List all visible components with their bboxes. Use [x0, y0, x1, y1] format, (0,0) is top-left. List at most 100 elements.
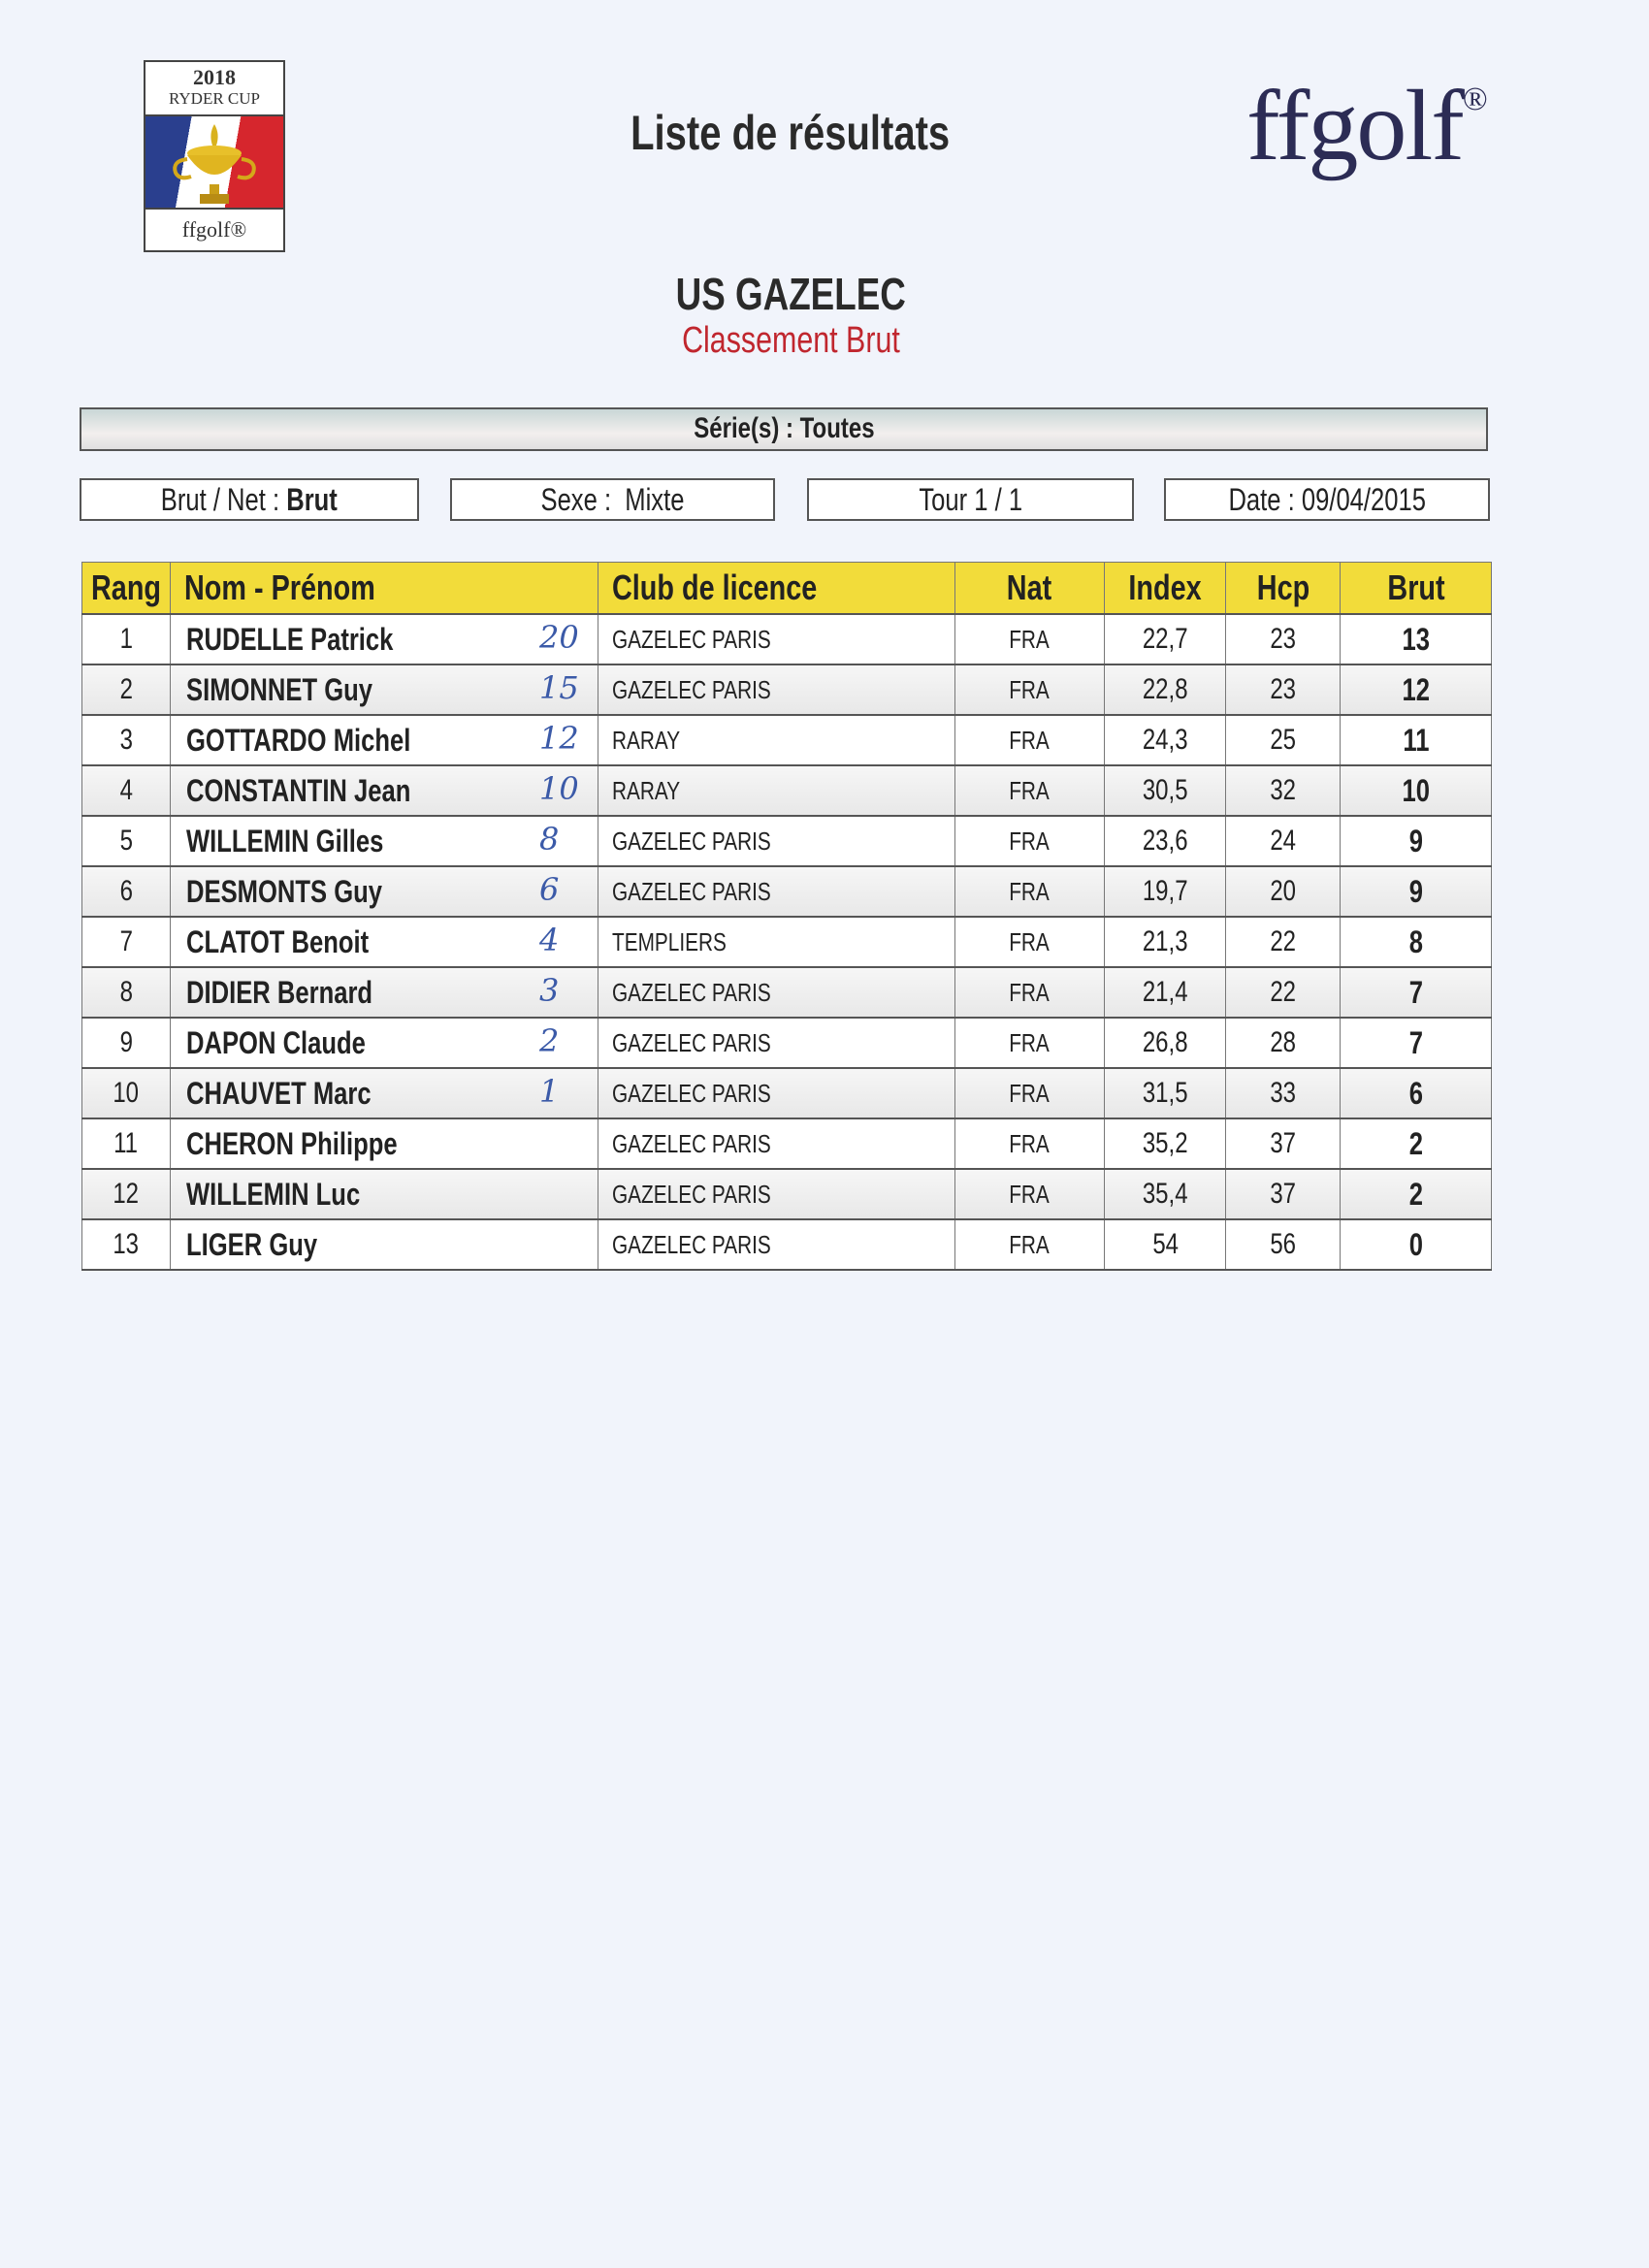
- tour-box: Tour 1 / 1: [807, 478, 1134, 521]
- cell-nat: FRA: [954, 1168, 1106, 1220]
- cell-hcp: 32: [1225, 764, 1342, 817]
- cell-index: 22,7: [1104, 613, 1227, 665]
- cell-hcp: 22: [1225, 966, 1342, 1019]
- cell-rang: 10: [81, 1067, 171, 1119]
- cell-rang: 1: [81, 613, 171, 665]
- cell-club: GAZELEC PARIS: [597, 1017, 955, 1069]
- cell-hcp: 37: [1225, 1168, 1342, 1220]
- cell-nom: CHAUVET Marc 1: [170, 1067, 598, 1119]
- table-row: 1 RUDELLE Patrick 20 GAZELEC PARIS FRA 22,7 23…: [81, 613, 1492, 665]
- cell-index: 35,4: [1104, 1168, 1227, 1220]
- cell-brut: 6: [1340, 1067, 1492, 1119]
- cell-hcp: 23: [1225, 613, 1342, 665]
- cell-club: GAZELEC PARIS: [597, 865, 955, 918]
- table-row: 12 WILLEMIN Luc GAZELEC PARIS FRA 35,4 37 2: [81, 1168, 1492, 1220]
- cell-nom: CHERON Philippe: [170, 1118, 598, 1170]
- cell-club: GAZELEC PARIS: [597, 1118, 955, 1170]
- cell-index: 19,7: [1104, 865, 1227, 918]
- col-nat: Nat: [954, 562, 1106, 615]
- trophy-icon: [146, 116, 283, 210]
- cell-brut: 7: [1340, 966, 1492, 1019]
- cell-nom: SIMONNET Guy 15: [170, 664, 598, 716]
- table-header: Rang Nom - Prénom Club de licence Nat In…: [81, 562, 1492, 615]
- cell-hcp: 56: [1225, 1218, 1342, 1271]
- cell-nat: FRA: [954, 664, 1106, 716]
- table-row: 7 CLATOT Benoit 4 TEMPLIERS FRA 21,3 22 8: [81, 916, 1492, 968]
- table-row: 13 LIGER Guy GAZELEC PARIS FRA 54 56 0: [81, 1218, 1492, 1271]
- cell-club: GAZELEC PARIS: [597, 1168, 955, 1220]
- ffgolf-logo: ffgolf®: [1246, 70, 1488, 181]
- cell-rang: 7: [81, 916, 171, 968]
- cell-club: GAZELEC PARIS: [597, 966, 955, 1019]
- cell-hcp: 24: [1225, 815, 1342, 867]
- cell-rang: 5: [81, 815, 171, 867]
- col-club: Club de licence: [597, 562, 955, 615]
- handwritten-points: 15: [539, 669, 579, 706]
- series-bar: Série(s) : Toutes: [80, 407, 1488, 451]
- cell-index: 30,5: [1104, 764, 1227, 817]
- table-row: 11 CHERON Philippe GAZELEC PARIS FRA 35,2 37 2: [81, 1118, 1492, 1170]
- cell-nom: DESMONTS Guy 6: [170, 865, 598, 918]
- cell-rang: 2: [81, 664, 171, 716]
- cell-nat: FRA: [954, 1218, 1106, 1271]
- cell-index: 21,4: [1104, 966, 1227, 1019]
- cell-rang: 12: [81, 1168, 171, 1220]
- table-row: 4 CONSTANTIN Jean 10 RARAY FRA 30,5 32 10: [81, 764, 1492, 817]
- cell-nom: RUDELLE Patrick 20: [170, 613, 598, 665]
- cell-nom: LIGER Guy: [170, 1218, 598, 1271]
- handwritten-points: 3: [539, 972, 560, 1009]
- table-row: 8 DIDIER Bernard 3 GAZELEC PARIS FRA 21,4 22 7: [81, 966, 1492, 1019]
- col-index: Index: [1104, 562, 1227, 615]
- table-row: 5 WILLEMIN Gilles 8 GAZELEC PARIS FRA 23,6 24 9: [81, 815, 1492, 867]
- date-box: Date : 09/04/2015: [1164, 478, 1490, 521]
- cell-club: RARAY: [597, 714, 955, 766]
- col-nom: Nom - Prénom: [170, 562, 598, 615]
- cell-brut: 2: [1340, 1118, 1492, 1170]
- cell-hcp: 23: [1225, 664, 1342, 716]
- cell-club: GAZELEC PARIS: [597, 664, 955, 716]
- cell-nom: WILLEMIN Luc: [170, 1168, 598, 1220]
- cell-hcp: 22: [1225, 916, 1342, 968]
- cell-index: 31,5: [1104, 1067, 1227, 1119]
- cell-nat: FRA: [954, 815, 1106, 867]
- handwritten-points: 4: [539, 922, 560, 958]
- cell-brut: 11: [1340, 714, 1492, 766]
- cell-club: GAZELEC PARIS: [597, 613, 955, 665]
- handwritten-points: 8: [539, 821, 560, 858]
- cell-nat: FRA: [954, 916, 1106, 968]
- cell-rang: 3: [81, 714, 171, 766]
- cell-brut: 2: [1340, 1168, 1492, 1220]
- cell-club: GAZELEC PARIS: [597, 815, 955, 867]
- cell-brut: 13: [1340, 613, 1492, 665]
- cell-brut: 0: [1340, 1218, 1492, 1271]
- ryder-cup-logo: 2018 RYDER CUP ffgolf®: [144, 60, 285, 252]
- cell-rang: 8: [81, 966, 171, 1019]
- cell-brut: 8: [1340, 916, 1492, 968]
- cell-brut: 7: [1340, 1017, 1492, 1069]
- sexe-box: Sexe : Mixte: [450, 478, 775, 521]
- cell-nat: FRA: [954, 1118, 1106, 1170]
- cell-index: 54: [1104, 1218, 1227, 1271]
- cell-rang: 6: [81, 865, 171, 918]
- cell-hcp: 20: [1225, 865, 1342, 918]
- cell-nat: FRA: [954, 1017, 1106, 1069]
- table-row: 10 CHAUVET Marc 1 GAZELEC PARIS FRA 31,5 33 6: [81, 1067, 1492, 1119]
- cell-index: 23,6: [1104, 815, 1227, 867]
- cell-nat: FRA: [954, 865, 1106, 918]
- table-row: 9 DAPON Claude 2 GAZELEC PARIS FRA 26,8 28 7: [81, 1017, 1492, 1069]
- cell-rang: 13: [81, 1218, 171, 1271]
- cell-rang: 4: [81, 764, 171, 817]
- cell-hcp: 25: [1225, 714, 1342, 766]
- cell-nat: FRA: [954, 714, 1106, 766]
- logo-brand: ffgolf®: [181, 217, 247, 242]
- cell-rang: 9: [81, 1017, 171, 1069]
- handwritten-points: 10: [539, 770, 579, 807]
- cell-club: GAZELEC PARIS: [597, 1218, 955, 1271]
- col-hcp: Hcp: [1225, 562, 1342, 615]
- handwritten-points: 20: [539, 619, 579, 656]
- cell-nat: FRA: [954, 966, 1106, 1019]
- logo-year: 2018: [193, 65, 236, 89]
- cell-hcp: 28: [1225, 1017, 1342, 1069]
- cell-nom: DAPON Claude 2: [170, 1017, 598, 1069]
- page-title: Liste de résultats: [630, 106, 951, 160]
